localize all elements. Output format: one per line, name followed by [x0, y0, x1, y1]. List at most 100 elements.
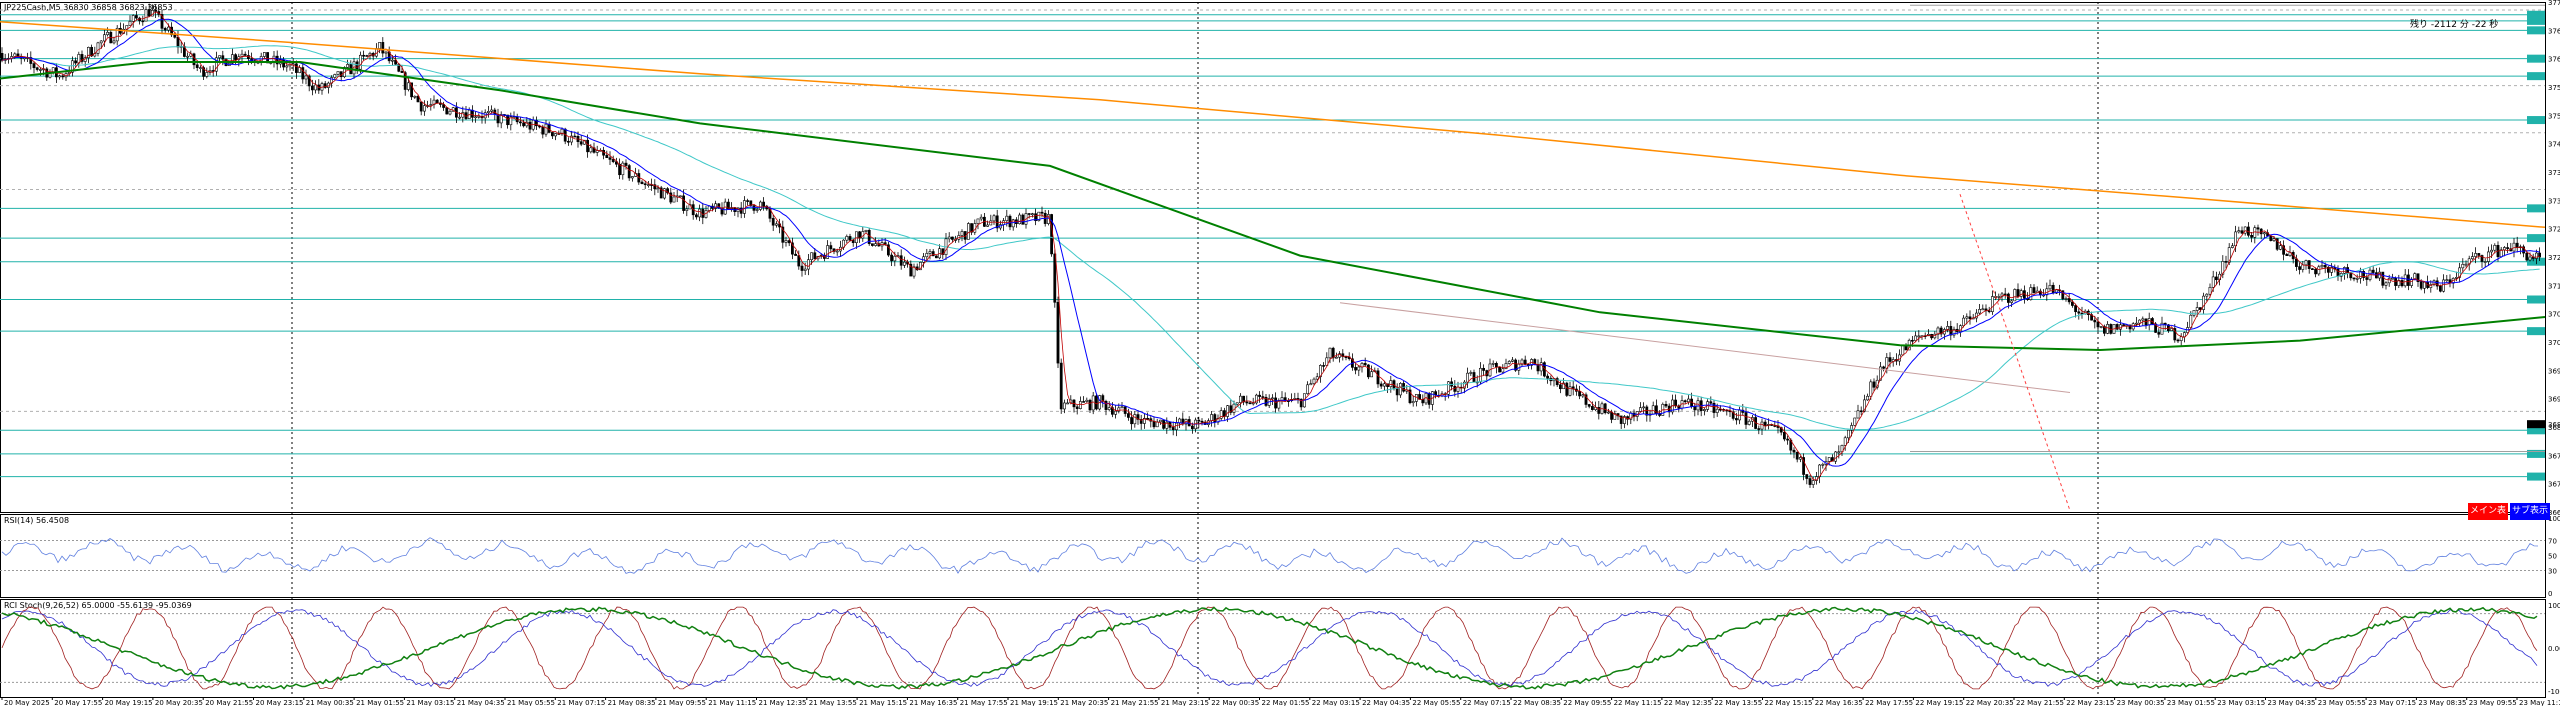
time-axis-label: 23 May 07:15: [2368, 699, 2416, 706]
candle-body: [1997, 296, 2001, 298]
candle-body: [1687, 398, 1690, 403]
candle-body: [2240, 230, 2244, 234]
candle-body: [1568, 386, 1572, 396]
price-axis-label: 36967: [2548, 367, 2560, 375]
candle-body: [304, 75, 308, 80]
candle-body: [2400, 280, 2404, 287]
candle-body: [103, 34, 106, 42]
level-price-tag: [2527, 26, 2545, 35]
candle-body: [1792, 449, 1796, 453]
level-price-tag: [2527, 295, 2545, 304]
candle-body: [413, 95, 417, 98]
candle-body: [2506, 247, 2510, 249]
candle-body: [355, 61, 359, 70]
candle-body: [1856, 410, 1860, 419]
candle-body: [2298, 266, 2302, 270]
candle-body: [1469, 372, 1473, 374]
candle-body: [2211, 276, 2215, 288]
candle-body: [400, 71, 404, 73]
candle-body: [2471, 256, 2474, 260]
time-axis-label: 20 May 17:55: [54, 699, 102, 706]
candle-body: [2243, 226, 2247, 234]
candle-body: [2029, 287, 2033, 300]
candle-body: [96, 42, 100, 54]
candle-body: [2535, 252, 2538, 259]
candle-body: [2147, 318, 2151, 326]
candle-body: [2352, 277, 2356, 280]
candle-body: [864, 229, 868, 232]
current-price-tag: [2527, 420, 2545, 429]
candle-body: [1395, 387, 1399, 396]
candle-body: [1850, 425, 1854, 431]
candle-body: [1795, 451, 1799, 460]
candle-body: [365, 55, 369, 57]
candle-body: [2416, 273, 2420, 282]
stoch-axis-label: -100: [2548, 688, 2560, 696]
candle-body: [1539, 362, 1543, 372]
candle-body: [986, 224, 990, 227]
candle-body: [902, 261, 906, 266]
candle-body: [2304, 260, 2308, 266]
candle-body: [2317, 266, 2321, 275]
candle-body: [1482, 367, 1486, 371]
candle-body: [221, 55, 225, 60]
candle-body: [605, 154, 609, 159]
time-axis-label: 22 May 16:35: [1815, 699, 1863, 706]
time-axis-label: 22 May 01:55: [1262, 699, 1310, 706]
candle-body: [2074, 305, 2078, 313]
candle-body: [618, 163, 622, 176]
candle-body: [970, 223, 974, 233]
candle-body: [394, 59, 398, 65]
candle-body: [550, 132, 554, 137]
candle-body: [643, 183, 647, 186]
candle-body: [755, 209, 759, 211]
time-axis-label: 21 May 00:35: [306, 699, 354, 706]
candle-body: [167, 26, 170, 31]
candle-body: [666, 188, 670, 194]
candle-body: [560, 128, 564, 135]
candle-body: [2010, 300, 2014, 303]
candle-body: [886, 244, 890, 256]
main-view-button[interactable]: メイン表示: [2468, 503, 2508, 533]
candle-body: [1171, 427, 1175, 430]
candle-body: [2407, 274, 2410, 286]
candle-body: [1079, 401, 1082, 409]
candle-body: [1507, 361, 1511, 364]
candle-body: [74, 60, 78, 64]
time-axis-label: 23 May 04:35: [2268, 699, 2316, 706]
candle-body: [960, 231, 964, 236]
candle-body: [653, 184, 657, 190]
time-axis-label: 21 May 08:35: [608, 699, 656, 706]
stoch-mid-line: [1, 609, 2538, 688]
time-axis-label: 22 May 15:15: [1765, 699, 1813, 706]
time-axis-label: 23 May 05:55: [2318, 699, 2366, 706]
candle-body: [909, 263, 913, 277]
candle-body: [646, 184, 650, 186]
candle-body: [2355, 277, 2359, 280]
candle-body: [1018, 214, 1022, 225]
candle-body: [1059, 362, 1063, 410]
level-price-tag: [2527, 472, 2545, 481]
candle-body: [2480, 255, 2484, 262]
candle-body: [1581, 394, 1585, 397]
candle-body: [2224, 261, 2228, 263]
candle-body: [2391, 277, 2394, 280]
candle-body: [1456, 386, 1460, 392]
time-axis-label: 22 May 19:15: [1915, 699, 1963, 706]
candle-body: [1197, 419, 1201, 422]
candle-body: [1747, 420, 1751, 425]
candle-body: [1837, 451, 1841, 454]
candle-body: [781, 226, 785, 243]
price-axis-label: 36847: [2548, 424, 2560, 432]
candle-body: [2330, 267, 2334, 273]
candle-body: [231, 54, 234, 64]
level-price-tag: [2527, 204, 2545, 213]
candle-body: [1219, 410, 1223, 419]
candle-body: [1037, 211, 1041, 222]
sub-view-button[interactable]: サブ表示: [2510, 503, 2550, 520]
candle-body: [771, 218, 775, 226]
candle-body: [2032, 287, 2036, 294]
candle-body: [1063, 402, 1066, 410]
